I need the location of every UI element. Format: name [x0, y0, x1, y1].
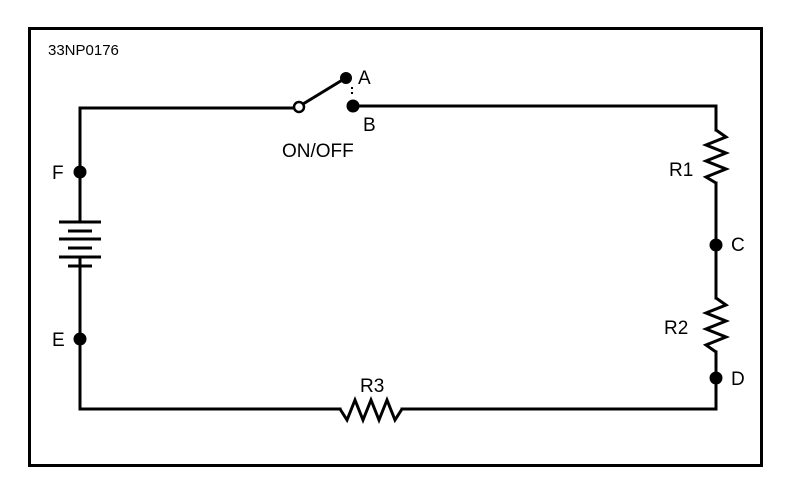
wire-top-right: [352, 104, 718, 132]
wire-r2-d: [400, 350, 718, 411]
switch-terminal-b: [346, 99, 360, 113]
resistor-r3-label: R3: [360, 376, 384, 397]
switch-pivot: [292, 100, 306, 114]
switch-label: ON/OFF: [282, 141, 354, 162]
node-f: [73, 165, 87, 179]
resistor-r2-label: R2: [664, 318, 688, 339]
switch-terminal-a: [340, 72, 352, 84]
switch-lever: [302, 77, 345, 106]
node-c-label: C: [731, 235, 745, 256]
node-d-label: D: [731, 369, 745, 390]
figure-frame: [28, 27, 763, 467]
resistor-r3: [338, 395, 404, 425]
node-f-label: F: [52, 163, 64, 184]
switch-label-a: A: [358, 68, 371, 89]
node-e-label: E: [52, 330, 65, 351]
node-d: [709, 371, 723, 385]
figure-id: 33NP0176: [48, 42, 119, 59]
resistor-r1: [701, 128, 731, 185]
resistor-r2: [701, 296, 731, 354]
wire-r3-left: [78, 255, 342, 411]
switch-label-b: B: [363, 115, 376, 136]
resistor-r1-label: R1: [669, 160, 693, 181]
